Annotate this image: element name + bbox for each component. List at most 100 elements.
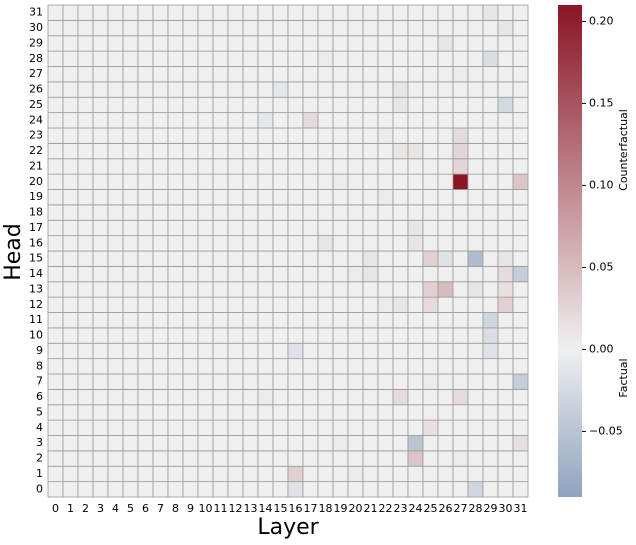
- heatmap-cell: [182, 158, 199, 175]
- heatmap-cell: [242, 373, 259, 390]
- y-tick-label: 12: [29, 298, 43, 311]
- heatmap-cell: [92, 250, 109, 267]
- heatmap-cell: [422, 358, 439, 375]
- heatmap-cell: [137, 404, 154, 421]
- heatmap-cell: [407, 127, 424, 144]
- heatmap-cell: [392, 35, 409, 52]
- heatmap-cell: [287, 404, 304, 421]
- heatmap-cell: [437, 127, 454, 144]
- heatmap-cell: [107, 142, 124, 160]
- heatmap-cell: [392, 219, 409, 237]
- x-tick-label: 2: [82, 502, 89, 515]
- heatmap-cell: [137, 358, 154, 375]
- heatmap-cell: [62, 250, 79, 267]
- heatmap-cell: [317, 312, 334, 329]
- heatmap-cell: [362, 189, 379, 206]
- heatmap-cell: [422, 419, 439, 436]
- heatmap-cell: [167, 465, 184, 483]
- heatmap-cell: [227, 342, 244, 360]
- y-tick-label: 23: [29, 129, 43, 142]
- heatmap-cell: [422, 112, 439, 129]
- heatmap-cell: [77, 327, 94, 344]
- heatmap-cell: [107, 96, 124, 114]
- heatmap-cell: [107, 481, 124, 498]
- y-tick-label: 27: [29, 67, 43, 80]
- heatmap-cell: [272, 296, 289, 313]
- heatmap-cell: [242, 173, 259, 190]
- heatmap-cell: [272, 189, 289, 206]
- heatmap-cell: [377, 173, 394, 190]
- heatmap-cell: [182, 358, 199, 375]
- heatmap-cell: [377, 81, 394, 98]
- x-tick-label: 25: [424, 502, 438, 515]
- heatmap-cell: [62, 66, 79, 83]
- heatmap-cell: [137, 342, 154, 360]
- heatmap-cell: [212, 158, 229, 175]
- heatmap-cell: [422, 388, 439, 406]
- heatmap-cell: [452, 265, 469, 283]
- heatmap-cell: [47, 296, 64, 313]
- heatmap-cell: [197, 481, 214, 498]
- heatmap-cell: [377, 281, 394, 298]
- heatmap-cell: [122, 481, 139, 498]
- heatmap-cell: [377, 296, 394, 313]
- heatmap-cell: [77, 250, 94, 267]
- heatmap-cell: [287, 127, 304, 144]
- heatmap-cell: [227, 373, 244, 390]
- heatmap-cell: [182, 204, 199, 221]
- heatmap-cell: [47, 342, 64, 360]
- heatmap-cell: [497, 189, 514, 206]
- heatmap-cell: [287, 173, 304, 190]
- heatmap-cell: [377, 250, 394, 267]
- heatmap-cell: [212, 358, 229, 375]
- heatmap-cell: [167, 112, 184, 129]
- heatmap-cell: [512, 142, 529, 160]
- heatmap-cell: [77, 481, 94, 498]
- heatmap-cell: [452, 96, 469, 114]
- colorbar: [558, 5, 582, 497]
- heatmap-cell: [137, 158, 154, 175]
- heatmap-cell: [227, 50, 244, 67]
- heatmap-cell: [272, 419, 289, 436]
- heatmap-cell: [182, 81, 199, 98]
- heatmap-cell: [302, 50, 319, 67]
- heatmap-cell: [422, 96, 439, 114]
- heatmap-cell: [512, 450, 529, 467]
- heatmap-cell: [347, 296, 364, 313]
- heatmap-cell: [212, 19, 229, 37]
- heatmap-cell: [497, 342, 514, 360]
- heatmap-cell: [167, 50, 184, 67]
- heatmap-cell: [77, 419, 94, 436]
- heatmap-cell: [212, 66, 229, 83]
- heatmap-cell: [242, 81, 259, 98]
- heatmap-cell: [92, 50, 109, 67]
- heatmap-cell: [242, 204, 259, 221]
- heatmap-cell: [122, 327, 139, 344]
- heatmap-cell: [437, 281, 454, 298]
- y-tick-label: 29: [29, 36, 43, 49]
- heatmap-cell: [512, 189, 529, 206]
- heatmap-cell: [287, 158, 304, 175]
- heatmap-cell: [437, 481, 454, 498]
- heatmap-cell: [122, 281, 139, 298]
- heatmap-cell: [467, 142, 484, 160]
- colorbar-label: Factual: [617, 358, 630, 397]
- heatmap-cell: [92, 127, 109, 144]
- heatmap-cell: [497, 296, 514, 313]
- heatmap-cell: [482, 173, 499, 190]
- heatmap-cell: [212, 235, 229, 252]
- heatmap-cell: [257, 327, 274, 344]
- heatmap-cell: [92, 173, 109, 190]
- heatmap-cell: [212, 465, 229, 483]
- heatmap-cell: [302, 158, 319, 175]
- heatmap-cell: [137, 465, 154, 483]
- heatmap-cell: [497, 112, 514, 129]
- x-tick-label: 22: [379, 502, 393, 515]
- heatmap-cell: [122, 265, 139, 283]
- heatmap-cell: [272, 327, 289, 344]
- heatmap-cell: [242, 235, 259, 252]
- heatmap-cell: [422, 281, 439, 298]
- heatmap-cell: [362, 435, 379, 452]
- heatmap-cell: [182, 250, 199, 267]
- heatmap-cell: [272, 35, 289, 52]
